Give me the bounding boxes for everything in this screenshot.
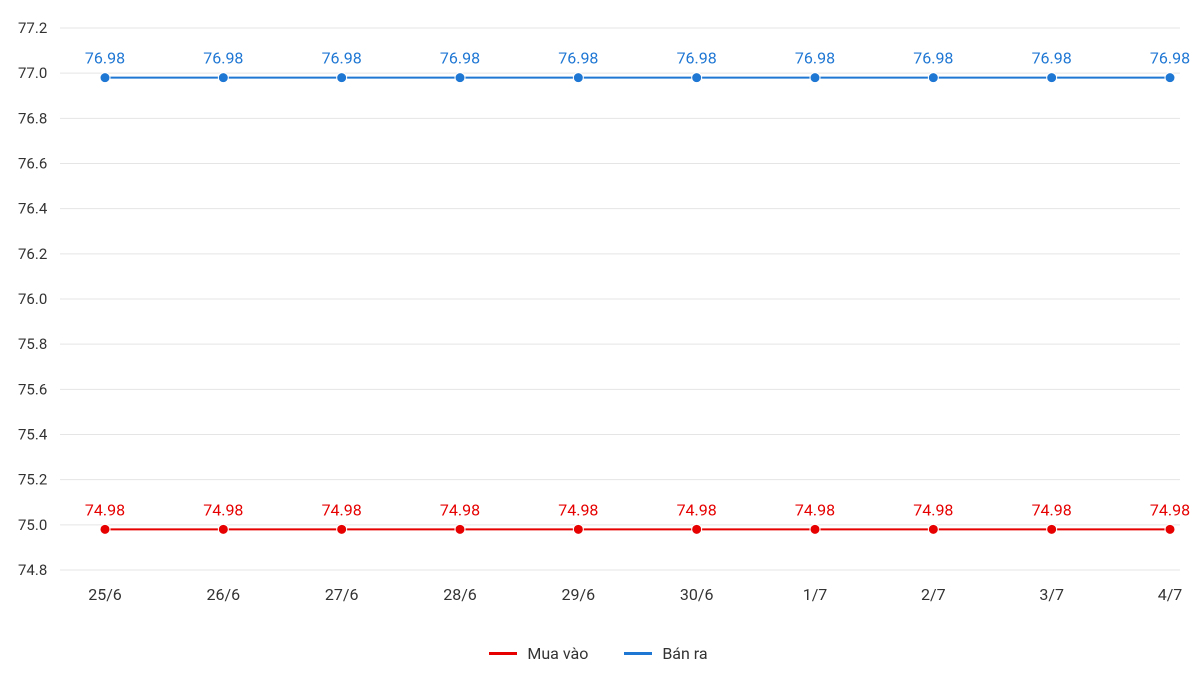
data-label-mua_vao: 74.98 (677, 500, 717, 519)
y-tick-label: 76.2 (18, 245, 47, 263)
x-tick-label: 28/6 (443, 585, 477, 604)
x-tick-label: 1/7 (803, 585, 828, 604)
x-tick-label: 27/6 (325, 585, 359, 604)
y-tick-label: 75.0 (18, 516, 47, 534)
legend-label: Mua vào (527, 644, 588, 663)
series-marker-mua_vao (100, 524, 110, 534)
data-label-mua_vao: 74.98 (203, 500, 243, 519)
series-marker-mua_vao (692, 524, 702, 534)
y-tick-label: 77.0 (18, 64, 47, 82)
data-label-ban_ra: 76.98 (677, 49, 717, 68)
data-label-ban_ra: 76.98 (85, 49, 125, 68)
y-tick-label: 75.6 (18, 380, 47, 398)
price-line-chart: 77.2 77.0 76.8 76.6 76.4 76.2 76.0 75.8 75.6 75.4… (0, 0, 1197, 697)
x-tick-label: 3/7 (1039, 585, 1064, 604)
series-marker-mua_vao (810, 524, 820, 534)
series-marker-ban_ra (1165, 73, 1175, 83)
series-marker-mua_vao (1047, 524, 1057, 534)
data-label-ban_ra: 76.98 (558, 49, 598, 68)
series-marker-ban_ra (218, 73, 228, 83)
data-label-mua_vao: 74.98 (322, 500, 362, 519)
series-marker-ban_ra (100, 73, 110, 83)
legend-label: Bán ra (662, 644, 707, 663)
series-marker-mua_vao (218, 524, 228, 534)
x-tick-label: 25/6 (88, 585, 122, 604)
series-marker-mua_vao (573, 524, 583, 534)
data-label-ban_ra: 76.98 (322, 49, 362, 68)
legend-item-mua_vao: Mua vào (489, 644, 588, 663)
series-marker-ban_ra (810, 73, 820, 83)
x-tick-label: 29/6 (562, 585, 596, 604)
data-label-mua_vao: 74.98 (795, 500, 835, 519)
x-tick-label: 30/6 (680, 585, 714, 604)
y-tick-label: 77.2 (18, 19, 47, 37)
chart-legend: Mua vào Bán ra (0, 640, 1197, 663)
data-label-ban_ra: 76.98 (795, 49, 835, 68)
chart-bg (0, 0, 1197, 697)
chart-svg: 77.2 77.0 76.8 76.6 76.4 76.2 76.0 75.8 75.6 75.4… (0, 0, 1197, 697)
series-marker-ban_ra (455, 73, 465, 83)
data-label-ban_ra: 76.98 (913, 49, 953, 68)
series-marker-ban_ra (928, 73, 938, 83)
data-label-ban_ra: 76.98 (1150, 49, 1190, 68)
data-label-ban_ra: 76.98 (440, 49, 480, 68)
series-marker-ban_ra (692, 73, 702, 83)
y-tick-label: 75.4 (18, 426, 48, 444)
data-label-ban_ra: 76.98 (1032, 49, 1072, 68)
data-label-mua_vao: 74.98 (1150, 500, 1190, 519)
series-marker-mua_vao (928, 524, 938, 534)
legend-item-ban_ra: Bán ra (624, 644, 707, 663)
legend-swatch (624, 652, 652, 655)
data-label-ban_ra: 76.98 (203, 49, 243, 68)
data-label-mua_vao: 74.98 (1032, 500, 1072, 519)
data-label-mua_vao: 74.98 (913, 500, 953, 519)
y-tick-label: 74.8 (18, 561, 47, 579)
series-marker-mua_vao (337, 524, 347, 534)
y-tick-label: 76.4 (18, 200, 48, 218)
y-tick-label: 75.8 (18, 335, 47, 353)
y-tick-label: 76.6 (18, 155, 47, 173)
data-label-mua_vao: 74.98 (85, 500, 125, 519)
series-marker-ban_ra (573, 73, 583, 83)
x-tick-label: 4/7 (1158, 585, 1183, 604)
x-tick-label: 26/6 (207, 585, 241, 604)
y-tick-label: 76.0 (18, 290, 47, 308)
y-tick-label: 76.8 (18, 109, 47, 127)
series-marker-ban_ra (1047, 73, 1057, 83)
series-marker-mua_vao (1165, 524, 1175, 534)
data-label-mua_vao: 74.98 (558, 500, 598, 519)
series-marker-mua_vao (455, 524, 465, 534)
x-tick-label: 2/7 (921, 585, 946, 604)
data-label-mua_vao: 74.98 (440, 500, 480, 519)
legend-swatch (489, 652, 517, 655)
y-tick-label: 75.2 (18, 471, 47, 489)
series-marker-ban_ra (337, 73, 347, 83)
